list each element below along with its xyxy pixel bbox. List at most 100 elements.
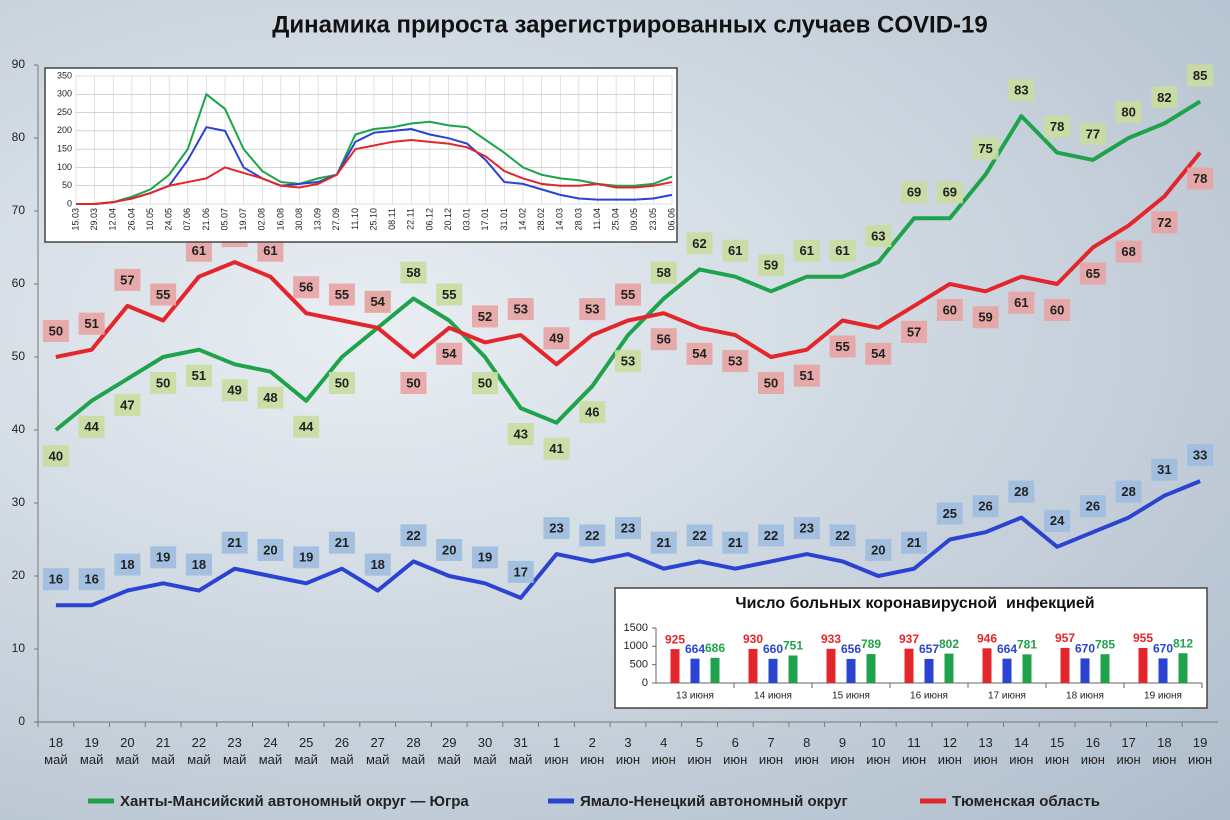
x-tick-label: 9 июн [830,735,855,767]
x-tick-label: 10.05 [145,208,155,231]
series-line [55,479,1201,608]
x-tick-label: 12 июн [937,735,962,767]
data-label-box [722,239,749,262]
bar [788,655,798,683]
x-tick-label: 29 май [437,735,461,767]
data-label: 17 [513,564,527,579]
bar [904,648,914,683]
x-tick-label: 2 июн [580,735,605,767]
data-label-box [1008,79,1035,102]
x-tick-label: 11 июн [901,735,927,767]
y-tick-label: 0 [67,198,72,208]
x-tick-label: 26.04 [126,208,136,231]
x-tick-label: 18 июня [1066,691,1104,702]
bar-value-label: 802 [939,637,959,651]
data-label: 21 [335,535,349,550]
data-label: 48 [263,390,277,405]
bar [1080,658,1090,683]
bar-value-label: 656 [841,642,861,656]
data-label-box [722,350,749,373]
y-tick-label: 40 [12,422,26,436]
data-label: 54 [370,294,385,309]
x-tick-label: 13.09 [313,208,323,231]
x-tick-label: 22 май [187,735,211,767]
data-label: 20 [263,542,277,557]
data-label: 53 [513,302,527,317]
data-label: 58 [657,265,671,280]
data-label: 55 [835,339,849,354]
x-tick-label: 26 май [330,735,354,767]
data-label: 63 [871,229,885,244]
data-label: 60 [1050,302,1064,317]
data-label-box [507,560,534,583]
bar-value-label: 925 [665,632,685,646]
data-label: 33 [1193,448,1207,463]
y-tick-label: 30 [12,495,26,509]
data-label-box [1115,101,1142,123]
data-label-box [471,372,498,394]
bar-value-label: 781 [1017,638,1037,652]
data-label-box [364,290,391,313]
data-label-box [78,568,105,591]
x-tick-label: 05.07 [219,208,229,231]
data-label: 83 [1014,83,1028,98]
data-label-box [686,342,713,365]
series-line [76,138,673,205]
data-label: 18 [192,557,206,572]
x-tick-label: 02.08 [257,208,267,231]
data-label: 53 [585,302,599,317]
data-label: 49 [549,331,563,346]
y-tick-label: 500 [630,659,648,671]
data-label: 50 [156,375,170,390]
data-label: 44 [84,419,99,434]
chart-title: Динамика прироста зарегистрированных слу… [272,11,987,38]
data-label-box [221,379,248,402]
x-tick-label: 25 май [294,735,318,767]
data-label-box [185,553,212,576]
data-label: 21 [728,535,742,550]
data-label: 26 [978,499,992,514]
legend-label: Ханты-Мансийский автономный округ — Югра [120,793,469,810]
data-label-box [1187,167,1214,190]
data-label: 51 [800,368,814,383]
y-tick-label: 20 [12,568,26,582]
y-tick-label: 70 [12,203,26,217]
data-label: 18 [370,557,384,572]
x-tick-label: 20.12 [443,208,453,231]
bar-value-label: 670 [1153,642,1173,656]
x-tick-label: 30.08 [294,208,304,231]
data-label: 22 [406,528,420,543]
x-tick-label: 23.05 [648,208,658,231]
data-label: 59 [764,258,778,273]
x-tick-label: 14.02 [517,208,527,231]
x-tick-label: 03.01 [462,208,472,231]
data-label-box [400,261,427,284]
bar [924,658,934,683]
data-label: 41 [549,441,563,456]
bar [944,653,954,683]
x-tick-label: 13 июн [973,735,998,767]
data-label-box [758,254,785,277]
x-tick-label: 25.04 [611,208,621,231]
x-tick-label: 19 июн [1188,735,1213,767]
data-label-box [185,364,212,387]
bar [1158,658,1168,683]
x-tick-label: 12.04 [108,208,118,231]
bar-value-label: 930 [743,632,763,646]
data-label: 18 [120,557,134,572]
data-label-box [400,372,427,394]
data-label-box [150,283,177,306]
x-tick-label: 21.06 [201,208,211,231]
data-label-box [1187,444,1214,467]
data-label-box [972,137,999,160]
data-label-box [471,305,498,328]
x-tick-label: 20 май [115,735,140,767]
x-tick-label: 17 июн [1116,735,1141,767]
data-label-box [579,401,606,424]
y-tick-label: 250 [57,107,72,117]
x-tick-label: 06.12 [424,208,434,231]
data-label: 51 [192,368,206,383]
data-label: 44 [299,419,314,434]
data-label: 28 [1121,484,1135,499]
data-label-box [328,372,355,394]
